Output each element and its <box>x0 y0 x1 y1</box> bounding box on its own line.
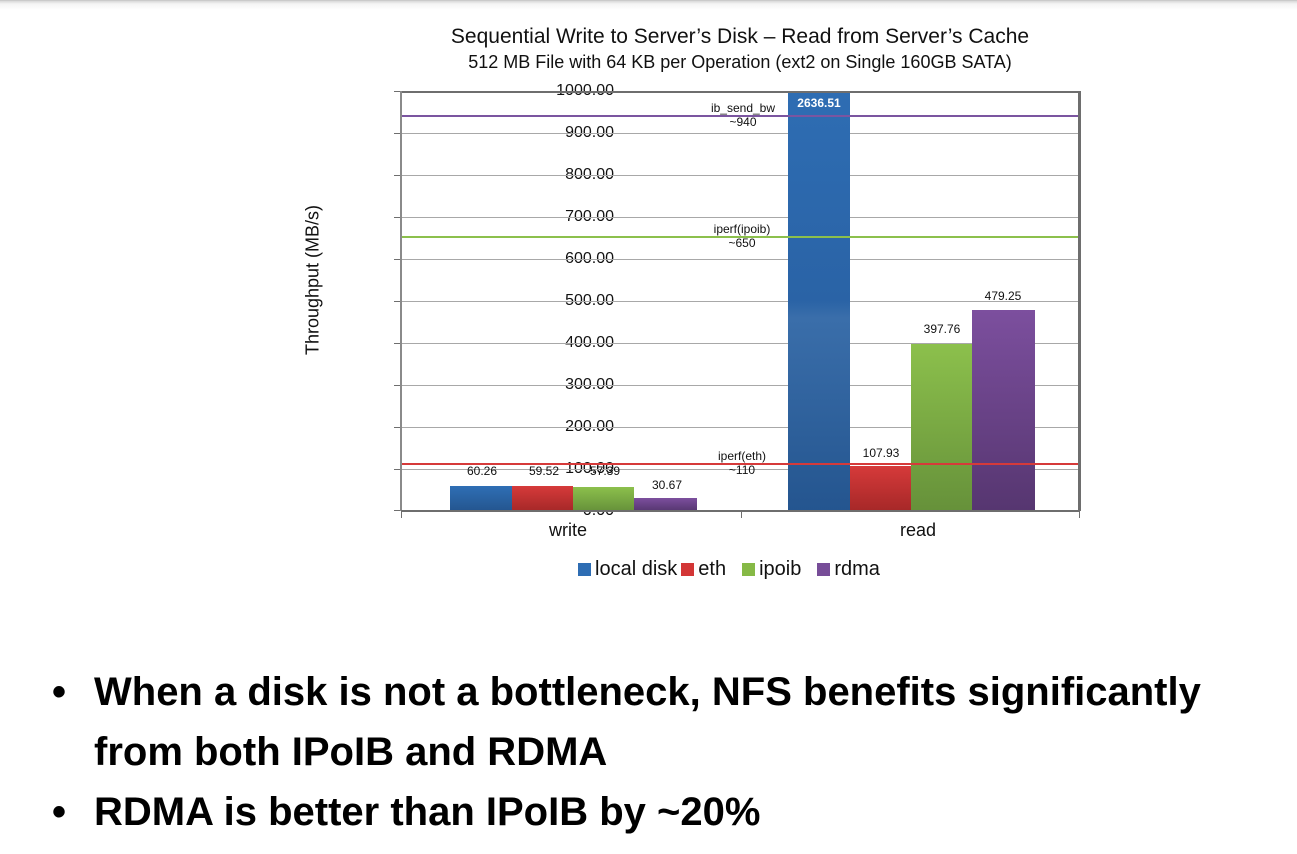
x-tick-mark <box>1079 512 1080 518</box>
plot-border <box>1078 91 1081 511</box>
x-tick-mark <box>401 512 402 518</box>
value-label: 30.67 <box>651 478 683 492</box>
bullet-item: • RDMA is better than IPoIB by ~20% <box>52 782 1292 842</box>
x-axis-line <box>401 510 1080 512</box>
gridline <box>401 217 1080 218</box>
chart-title: Sequential Write to Server’s Disk – Read… <box>450 25 1030 48</box>
y-axis-line <box>400 91 402 511</box>
y-tick-mark <box>394 469 401 470</box>
slide-bullet-list: • When a disk is not a bottleneck, NFS b… <box>52 662 1292 842</box>
ref-label-ib-send-bw: ib_send_bw ~940 <box>711 101 775 129</box>
ref-label-top: ib_send_bw <box>710 101 776 115</box>
bullet-icon: • <box>52 670 67 714</box>
bullet-icon: • <box>52 790 67 834</box>
ref-line-iperf-eth <box>401 463 1080 465</box>
y-tick-mark <box>394 427 401 428</box>
bar-read-eth <box>850 466 911 511</box>
bar-write-rdma <box>634 498 697 511</box>
gridline <box>401 385 1080 386</box>
value-label: 107.93 <box>862 446 900 460</box>
legend-label: ipoib <box>759 558 802 580</box>
value-label: 479.25 <box>984 289 1022 303</box>
value-label: 2636.51 <box>797 96 841 110</box>
x-tick-mark <box>741 512 742 518</box>
chart-subtitle: 512 MB File with 64 KB per Operation (ex… <box>468 52 1012 72</box>
ref-label-top: iperf(ipoib) <box>713 222 771 236</box>
ref-line-ib-send-bw <box>401 115 1080 117</box>
y-tick-mark <box>394 175 401 176</box>
bar-write-ipoib <box>573 487 634 511</box>
bar-read-rdma <box>972 310 1035 511</box>
y-tick-mark <box>394 301 401 302</box>
gridline <box>401 259 1080 260</box>
ref-line-iperf-ipoib <box>401 236 1080 238</box>
y-tick-mark <box>394 343 401 344</box>
gridline <box>401 301 1080 302</box>
value-label: 397.76 <box>923 322 961 336</box>
ref-label-iperf-ipoib: iperf(ipoib) ~650 <box>714 222 771 250</box>
legend-swatch-icon <box>817 563 831 576</box>
gridline <box>401 133 1080 134</box>
x-category-write: write <box>548 520 588 540</box>
y-tick-label: 200.00 <box>565 418 614 435</box>
y-tick-mark <box>394 259 401 260</box>
legend-item-rdma: rdma <box>817 558 880 581</box>
ref-label-iperf-eth: iperf(eth) ~110 <box>718 449 766 477</box>
value-label: 59.52 <box>528 464 560 478</box>
y-axis-label: Throughput (MB/s) <box>302 204 323 356</box>
legend-swatch-icon <box>681 563 695 576</box>
value-label: 60.26 <box>466 464 498 478</box>
legend-label: rdma <box>834 558 880 580</box>
y-tick-label: 400.00 <box>565 334 614 351</box>
ref-label-top: iperf(eth) <box>717 449 767 463</box>
plot-border <box>401 91 1080 93</box>
ref-label-bottom: ~650 <box>728 236 756 250</box>
gridline <box>401 427 1080 428</box>
ref-label-bottom: ~110 <box>728 463 756 477</box>
bar-read-local-disk <box>788 91 850 511</box>
legend-label: local disk <box>595 558 678 580</box>
gridline <box>401 469 1080 470</box>
legend-swatch-icon <box>578 563 591 576</box>
bar-write-eth <box>512 486 573 511</box>
bar-write-local-disk <box>450 486 512 511</box>
y-tick-mark <box>394 91 401 92</box>
y-tick-label: 600.00 <box>565 250 614 267</box>
bar-read-ipoib <box>911 344 972 511</box>
y-tick-mark <box>394 133 401 134</box>
value-label: 57.39 <box>589 464 621 478</box>
x-category-read: read <box>899 520 937 540</box>
y-tick-label: 300.00 <box>565 376 614 393</box>
ref-label-bottom: ~940 <box>729 115 757 129</box>
bullet-text: RDMA is better than IPoIB by ~20% <box>94 790 761 834</box>
legend-item-ipoib: ipoib <box>742 558 801 581</box>
y-tick-label: 900.00 <box>565 124 614 141</box>
slide-top-border <box>0 0 1297 10</box>
y-tick-mark <box>394 217 401 218</box>
y-tick-label: 800.00 <box>565 166 614 183</box>
bullet-text: When a disk is not a bottleneck, NFS ben… <box>94 670 1201 774</box>
gridline <box>401 343 1080 344</box>
y-tick-label: 500.00 <box>565 292 614 309</box>
y-tick-mark <box>394 510 401 511</box>
legend-label: eth <box>698 558 727 580</box>
legend-item-local-disk: local disk <box>578 558 677 581</box>
y-tick-label: 700.00 <box>565 208 614 225</box>
chart-legend: local disk eth ipoib rdma <box>578 558 890 581</box>
bullet-item: • When a disk is not a bottleneck, NFS b… <box>52 662 1292 782</box>
legend-item-eth: eth <box>681 558 726 581</box>
plot-area: ib_send_bw ~940 iperf(ipoib) ~650 iperf(… <box>394 91 1081 518</box>
gridline <box>401 175 1080 176</box>
legend-swatch-icon <box>742 563 756 576</box>
y-tick-label: 1000.00 <box>556 82 614 100</box>
y-tick-mark <box>394 385 401 386</box>
